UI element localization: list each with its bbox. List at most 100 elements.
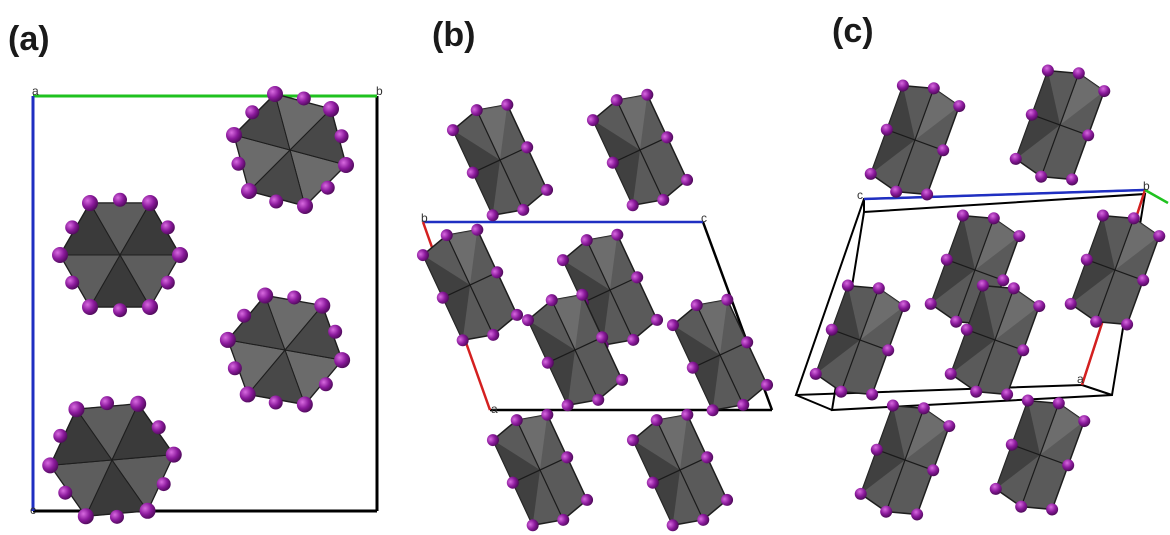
iodine-atom (880, 505, 893, 518)
cluster-11-face (656, 414, 688, 470)
cluster-17 (944, 279, 1046, 401)
cluster-6-face (446, 229, 478, 285)
iodine-atom (1021, 394, 1034, 407)
iodine-atom (231, 156, 246, 171)
iodine-atom (486, 209, 499, 222)
iodine-atom (142, 298, 158, 315)
iodine-atom (866, 388, 879, 401)
iodine-atom (541, 183, 554, 196)
cluster-11-edge (652, 456, 708, 484)
cluster-5-face (616, 94, 648, 150)
iodine-atom (651, 313, 664, 326)
iodine-atom (1035, 170, 1048, 183)
iodine-atom (1015, 500, 1028, 513)
iodine-atom (268, 395, 283, 410)
iodine-atom (314, 297, 331, 314)
iodine-atom (334, 129, 349, 144)
iodine-atom (616, 373, 629, 386)
cluster-12-face (915, 88, 960, 140)
panel-b-axis-label-b: b (421, 211, 428, 225)
iodine-atom (661, 131, 674, 144)
iodine-atom (721, 293, 734, 306)
cluster-13-edge (1031, 114, 1089, 136)
iodine-atom (436, 291, 449, 304)
panel-a-axis-label-c: c (30, 503, 36, 517)
cluster-1 (52, 192, 188, 318)
iodine-atom (113, 303, 127, 318)
iodine-atom (611, 228, 624, 241)
iodine-atom (872, 282, 885, 295)
cluster-12-edge (886, 129, 944, 151)
iodine-atom (581, 493, 594, 506)
cluster-19-face (995, 400, 1040, 489)
panel-b-label: (b) (432, 16, 476, 54)
iodine-atom (890, 185, 903, 198)
iodine-atom (666, 319, 679, 332)
cluster-9 (666, 293, 774, 417)
iodine-atom (42, 457, 59, 474)
iodine-atom (561, 399, 574, 412)
iodine-atom (556, 254, 569, 267)
iodine-atom (109, 509, 124, 524)
iodine-atom (471, 223, 484, 236)
cluster-13-face (1015, 70, 1060, 159)
iodine-atom (1046, 503, 1059, 516)
cluster-5 (586, 88, 694, 212)
iodine-atom (1052, 397, 1065, 410)
cluster-0 (225, 85, 355, 215)
iodine-atom (626, 199, 639, 212)
iodine-atom (239, 386, 256, 403)
iodine-atom (917, 402, 930, 415)
iodine-atom (950, 315, 963, 328)
cluster-18-face (860, 405, 905, 494)
iodine-atom (521, 141, 534, 154)
iodine-atom (989, 482, 1002, 495)
iodine-atom (825, 323, 838, 336)
iodine-atom (318, 377, 333, 392)
cluster-11 (626, 408, 734, 532)
iodine-atom (927, 82, 940, 95)
iodine-atom (1121, 318, 1134, 331)
cluster-6-edge (442, 271, 498, 299)
iodine-atom (592, 393, 605, 406)
cluster-17-face (950, 285, 995, 374)
iodine-atom (521, 314, 534, 327)
iodine-atom (1064, 297, 1077, 310)
cluster-9-face (696, 299, 728, 355)
iodine-atom (142, 195, 158, 212)
iodine-atom (334, 352, 351, 369)
iodine-atom (924, 297, 937, 310)
iodine-atom (1025, 108, 1038, 121)
iodine-atom (835, 385, 848, 398)
iodine-atom (886, 399, 899, 412)
iodine-atom (58, 485, 73, 500)
panel-c-axis-label-c: c (857, 188, 863, 202)
iodine-atom (1001, 388, 1014, 401)
iodine-atom (245, 105, 260, 120)
cluster-18-face (905, 408, 950, 460)
iodine-atom (1080, 253, 1093, 266)
cluster-10-edge (512, 456, 568, 484)
cluster-15 (1064, 209, 1166, 331)
iodine-atom (1137, 274, 1150, 287)
iodine-atom (130, 395, 147, 412)
cluster-9-edge (692, 341, 748, 369)
iodine-atom (737, 398, 750, 411)
iodine-atom (113, 192, 127, 207)
panel-c-cell-edge-2 (795, 394, 833, 411)
iodine-atom (466, 166, 479, 179)
iodine-atom (1082, 129, 1095, 142)
cluster-2 (219, 287, 351, 413)
cluster-14-face (930, 215, 975, 304)
iodine-atom (650, 414, 663, 427)
iodine-atom (557, 513, 570, 526)
iodine-atom (1153, 230, 1166, 243)
panel-a-label: (a) (8, 20, 50, 58)
iodine-atom (921, 188, 934, 201)
iodine-atom (511, 308, 524, 321)
iodine-atom (486, 434, 499, 447)
iodine-atom (296, 396, 313, 413)
cluster-8-edge (547, 336, 603, 364)
iodine-atom (576, 288, 589, 301)
